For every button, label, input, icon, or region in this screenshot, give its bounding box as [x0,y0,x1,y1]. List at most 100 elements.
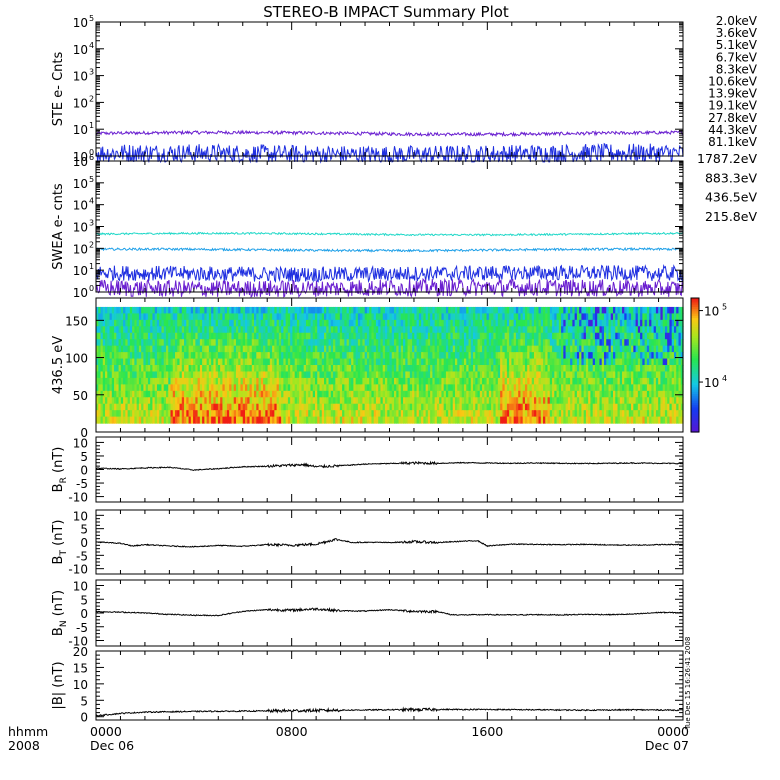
heatmap-cell [667,371,671,379]
y-tick-label: 10 1 [73,121,94,137]
heatmap-cell [637,352,641,360]
heatmap-cell [163,397,167,405]
heatmap-cell [222,339,226,347]
heatmap-cell [141,403,145,411]
heatmap-cell [213,397,217,405]
heatmap-cell [466,390,470,398]
heatmap-cell [475,371,479,379]
heatmap-cell [233,326,237,334]
heatmap-cell [204,403,208,411]
heatmap-cell [563,326,567,334]
heatmap-cell [667,403,671,411]
heatmap-cell [127,313,131,321]
heatmap-cell [468,319,472,327]
heatmap-cell [190,390,194,398]
heatmap-cell [524,306,528,314]
heatmap-cell [468,332,472,340]
heatmap-cell [339,416,343,424]
heatmap-cell [570,377,573,385]
heatmap-cell [660,365,664,373]
heatmap-cell [448,390,452,398]
heatmap-cell [583,339,587,347]
heatmap-cell [617,339,621,347]
heatmap-cell [540,319,544,327]
heatmap-cell [387,365,391,373]
heatmap-cell [567,377,571,385]
heatmap-cell [538,365,542,373]
heatmap-cell [308,345,312,353]
heatmap-cell [533,339,537,347]
heatmap-cell [649,313,652,321]
heatmap-cell [430,345,433,353]
heatmap-cell [294,313,298,321]
heatmap-cell [355,371,359,379]
heatmap-cell [116,377,120,385]
heatmap-cell [515,313,519,321]
heatmap-cell [114,339,117,347]
heatmap-cell [545,377,549,385]
heatmap-cell [423,313,427,321]
heatmap-cell [464,365,467,373]
heatmap-cell [172,306,176,314]
heatmap-cell [678,403,682,411]
heatmap-cell [215,332,219,340]
heatmap-cell [285,313,289,321]
heatmap-cell [315,352,318,360]
heatmap-cell [651,326,655,334]
heatmap-cell [581,332,585,340]
heatmap-cell [217,319,221,327]
heatmap-cell [570,332,573,340]
heatmap-cell [436,332,440,340]
heatmap-cell [531,390,535,398]
heatmap-cell [576,319,580,327]
heatmap-cell [333,306,336,314]
heatmap-cell [394,371,397,379]
heatmap-cell [513,319,517,327]
heatmap-cell [452,403,456,411]
heatmap-cell [552,403,555,411]
heatmap-cell [590,410,594,418]
heatmap-cell [159,390,163,398]
heatmap-cell [278,371,282,379]
heatmap-cell [527,410,531,418]
heatmap-cell [488,352,492,360]
heatmap-cell [118,384,122,392]
heatmap-cell [527,397,531,405]
heatmap-cell [333,377,336,385]
heatmap-cell [452,326,456,334]
heatmap-cell [136,403,140,411]
heatmap-cell [100,352,104,360]
heatmap-cell [346,345,350,353]
heatmap-cell [375,371,379,379]
heatmap-cell [405,319,409,327]
heatmap-cell [145,403,149,411]
heatmap-cell [400,390,404,398]
heatmap-cell [482,332,485,340]
heatmap-cell [409,384,413,392]
heatmap-cell [500,313,503,321]
heatmap-cell [445,345,449,353]
heatmap-cell [319,339,323,347]
heatmap-cell [527,365,531,373]
heatmap-cell [502,358,506,366]
heatmap-cell [671,397,675,405]
heatmap-cell [626,352,630,360]
heatmap-cell [676,306,680,314]
heatmap-cell [407,410,411,418]
heatmap-cell [552,332,555,340]
heatmap-cell [466,377,470,385]
heatmap-cell [644,332,648,340]
heatmap-cell [251,365,255,373]
heatmap-cell [590,371,594,379]
heatmap-cell [671,416,675,424]
heatmap-cell [344,384,348,392]
heatmap-cell [152,345,156,353]
heatmap-cell [436,390,440,398]
heatmap-cell [132,384,135,392]
heatmap-cell [653,365,657,373]
heatmap-cell [461,332,465,340]
heatmap-cell [299,332,303,340]
heatmap-cell [111,377,115,385]
heatmap-cell [655,371,659,379]
heatmap-cell [459,332,463,340]
